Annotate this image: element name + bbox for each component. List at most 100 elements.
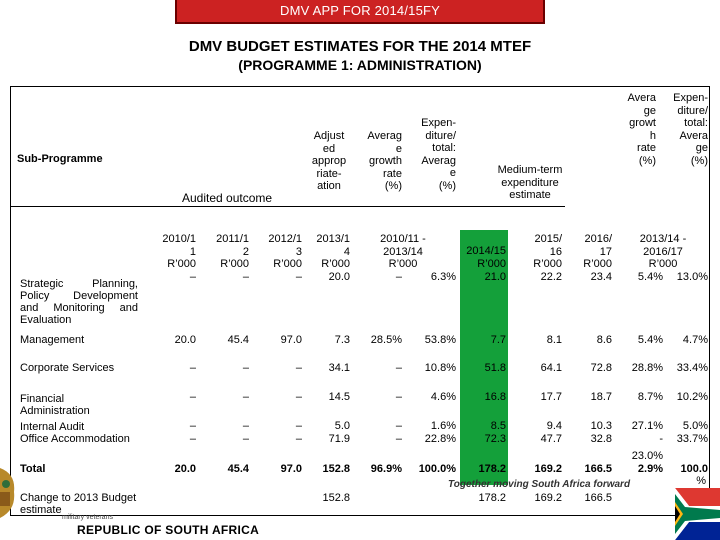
table-cell: 28.8% bbox=[631, 362, 663, 374]
table-cell: 4.7% bbox=[682, 334, 708, 346]
table-cell: – bbox=[242, 271, 249, 283]
header-audited-outcome: Audited outcome bbox=[182, 191, 273, 205]
row-label-financial-administration: Financial Administration bbox=[20, 393, 90, 417]
table-cell: 8.7% bbox=[637, 391, 663, 403]
table-cell: 4.6% bbox=[430, 391, 456, 403]
table-cell: 20.0 bbox=[174, 463, 196, 475]
row-label-management: Management bbox=[20, 334, 85, 346]
table-cell: – bbox=[189, 391, 196, 403]
header-average-growth-2: Avera ge growt h rate (%) bbox=[627, 92, 656, 167]
year-2016-17: 2016/17 R’000 bbox=[583, 233, 612, 270]
table-cell: 8.5 bbox=[490, 420, 506, 432]
table-cell: 1.6% bbox=[430, 420, 456, 432]
office-avg-extra: 23.0% bbox=[631, 450, 663, 462]
header-average-growth: Averag e growth rate (%) bbox=[367, 130, 402, 192]
year-2011-12: 2011/1 2 R’000 bbox=[216, 233, 249, 270]
year-2010-11: 2010/1 1 R’000 bbox=[162, 233, 196, 270]
table-cell: – bbox=[189, 271, 196, 283]
table-cell: – bbox=[189, 433, 196, 445]
table-cell: 72.8 bbox=[590, 362, 612, 374]
table-cell: 9.4 bbox=[546, 420, 562, 432]
table-cell: 166.5 bbox=[584, 492, 612, 504]
table-cell: 17.7 bbox=[540, 391, 562, 403]
table-cell: 97.0 bbox=[280, 334, 302, 346]
banner-text: DMV APP FOR 2014/15FY bbox=[279, 3, 441, 18]
table-cell: – bbox=[242, 362, 249, 374]
year-2012-13: 2012/1 3 R’000 bbox=[268, 233, 302, 270]
table-cell: - bbox=[659, 433, 663, 445]
row-label-corporate-services: Corporate Services bbox=[20, 362, 115, 374]
table-cell: 47.7 bbox=[540, 433, 562, 445]
table-cell: 71.9 bbox=[328, 433, 350, 445]
department-caption: military veterans bbox=[62, 514, 113, 521]
table-cell: – bbox=[242, 391, 249, 403]
table-cell: 10.2% bbox=[676, 391, 708, 403]
table-cell: – bbox=[395, 362, 402, 374]
header-sub-programme: Sub-Programme bbox=[17, 153, 103, 165]
table-cell: 152.8 bbox=[322, 492, 350, 504]
table-cell: 72.3 bbox=[484, 433, 506, 445]
table-cell: – bbox=[395, 271, 402, 283]
row-label-total: Total bbox=[20, 463, 46, 475]
table-cell: 23.4 bbox=[590, 271, 612, 283]
year-2015-16: 2015/16 R’000 bbox=[533, 233, 562, 270]
table-cell: – bbox=[395, 420, 402, 432]
header-medium-term: Medium-term expenditure estimate bbox=[497, 164, 563, 201]
table-cell: 18.7 bbox=[590, 391, 612, 403]
republic-label: REPUBLIC OF SOUTH AFRICA bbox=[77, 523, 260, 537]
table-cell: 8.1 bbox=[546, 334, 562, 346]
table-cell: – bbox=[189, 362, 196, 374]
table-cell: – bbox=[295, 420, 302, 432]
table-cell: – bbox=[242, 420, 249, 432]
year-range-2013-2016: 2013/14 -2016/17 R’000 bbox=[639, 233, 687, 270]
table-cell: 7.7 bbox=[490, 334, 506, 346]
table-cell: 96.9% bbox=[370, 463, 402, 475]
table-cell: 8.6 bbox=[596, 334, 612, 346]
year-2014-15: 2014/15 R’000 bbox=[466, 245, 506, 270]
table-cell: 21.0 bbox=[484, 271, 506, 283]
highlight-column-2014-15 bbox=[460, 230, 508, 485]
year-2013-14: 2013/1 4 R’000 bbox=[316, 233, 350, 270]
table-cell: 2.9% bbox=[637, 463, 663, 475]
page-title: DMV BUDGET ESTIMATES FOR THE 2014 MTEF (… bbox=[0, 38, 720, 74]
title-line-2: (PROGRAMME 1: ADMINISTRATION) bbox=[238, 57, 482, 73]
coat-of-arms-icon bbox=[0, 468, 15, 518]
sa-flag-icon bbox=[675, 488, 720, 540]
table-cell: 22.8% bbox=[424, 433, 456, 445]
table-cell: 5.0% bbox=[682, 420, 708, 432]
table-cell: 53.8% bbox=[424, 334, 456, 346]
table-cell: 7.3 bbox=[334, 334, 350, 346]
table-cell: 10.8% bbox=[424, 362, 456, 374]
table-cell: – bbox=[242, 433, 249, 445]
table-cell: 27.1% bbox=[631, 420, 663, 432]
row-label-internal-audit: Internal Audit bbox=[20, 421, 85, 433]
table-cell: 100.0 bbox=[680, 463, 708, 475]
table-cell: 13.0% bbox=[676, 271, 708, 283]
table-cell: 166.5 bbox=[584, 463, 612, 475]
table-cell: 28.5% bbox=[370, 334, 402, 346]
table-cell: 169.2 bbox=[534, 463, 562, 475]
row-label-strategic-planning: Strategic Planning, Policy Development a… bbox=[20, 278, 138, 326]
table-cell: 5.4% bbox=[637, 334, 663, 346]
header-divider bbox=[10, 206, 565, 207]
table-cell: 20.0 bbox=[328, 271, 350, 283]
table-cell: – bbox=[395, 433, 402, 445]
table-cell: – bbox=[395, 391, 402, 403]
table-cell: 6.3% bbox=[430, 271, 456, 283]
row-label-change-to-budget: Change to 2013 Budget estimate bbox=[20, 492, 137, 516]
app-banner: DMV APP FOR 2014/15FY bbox=[175, 0, 545, 24]
table-cell: 16.8 bbox=[484, 391, 506, 403]
table-cell: 5.4% bbox=[637, 271, 663, 283]
table-cell: 97.0 bbox=[280, 463, 302, 475]
table-cell: – bbox=[295, 433, 302, 445]
table-cell: 5.0 bbox=[334, 420, 350, 432]
table-cell: 33.4% bbox=[676, 362, 708, 374]
table-cell: – bbox=[295, 362, 302, 374]
table-cell: 169.2 bbox=[534, 492, 562, 504]
table-cell: 33.7% bbox=[676, 433, 708, 445]
table-cell: 14.5 bbox=[328, 391, 350, 403]
table-cell: 51.8 bbox=[484, 362, 506, 374]
header-expenditure-total-2: Expen-diture/total: Avera ge (%) bbox=[673, 92, 708, 167]
table-cell: – bbox=[295, 271, 302, 283]
table-cell: 64.1 bbox=[540, 362, 562, 374]
